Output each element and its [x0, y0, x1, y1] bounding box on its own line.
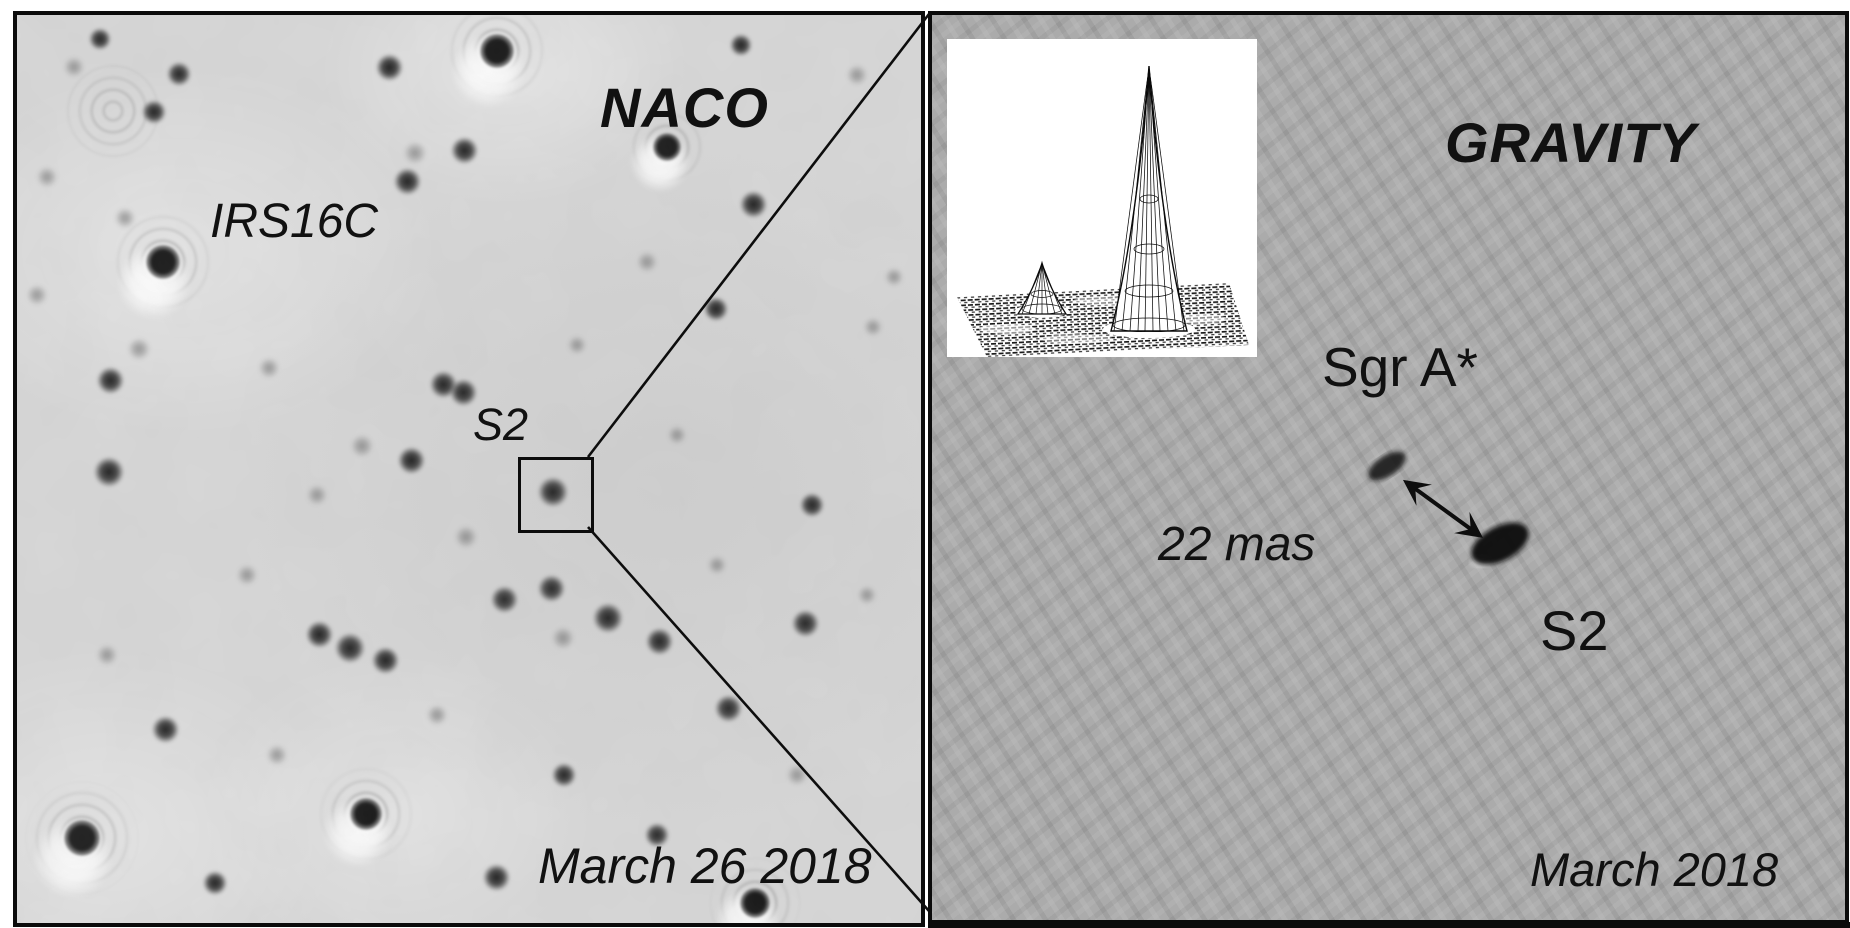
- bright-star: [145, 244, 181, 280]
- star: [645, 627, 673, 655]
- faint-star: [847, 65, 867, 85]
- star: [551, 762, 577, 788]
- faint-star: [858, 586, 876, 604]
- star: [375, 53, 403, 81]
- star-halo: [324, 798, 392, 866]
- s2-zoom-box: [518, 457, 594, 533]
- bright-star: [479, 33, 515, 69]
- faint-star: [350, 434, 374, 458]
- naco-date-label: March 26 2018: [538, 838, 872, 894]
- star: [714, 694, 742, 722]
- faint-star: [115, 208, 135, 228]
- faint-star: [127, 337, 151, 361]
- diffraction-rings: [24, 780, 140, 896]
- diffraction-rings: [443, 15, 551, 105]
- star: [94, 457, 124, 487]
- star: [166, 61, 192, 87]
- naco-image-panel: NACO IRS16C S2 March 26 2018: [13, 11, 925, 927]
- faint-star: [64, 57, 84, 77]
- bright-star: [349, 797, 383, 831]
- star: [305, 620, 333, 648]
- star-halo: [34, 820, 111, 898]
- star: [730, 34, 752, 56]
- separation-arrow: [1402, 479, 1483, 538]
- star: [89, 28, 111, 50]
- star: [537, 574, 565, 602]
- star: [490, 585, 518, 613]
- psf-small-peak: [1016, 260, 1068, 315]
- gravity-date-label: March 2018: [1530, 843, 1779, 896]
- faint-star: [708, 556, 726, 574]
- star: [96, 366, 124, 394]
- s2-source-glint: [1470, 554, 1493, 567]
- star-halo: [716, 888, 779, 923]
- faint-star: [637, 252, 657, 272]
- faint-star: [237, 565, 257, 585]
- s2-star-label-left: S2: [473, 399, 529, 450]
- faint-star: [97, 645, 117, 665]
- star: [141, 99, 167, 125]
- naco-starfield: [17, 15, 921, 923]
- sgr-a-source-blob: [1368, 451, 1406, 481]
- faint-star: [27, 285, 47, 305]
- s2-star-label-right: S2: [1540, 599, 1609, 662]
- star: [202, 870, 228, 896]
- gravity-instrument-label: GRAVITY: [1445, 111, 1697, 174]
- diffraction-rings: [59, 57, 167, 165]
- gravity-image-panel: GRAVITY Sgr A* 22 mas S2 March 2018: [928, 11, 1849, 924]
- naco-instrument-label: NACO: [600, 76, 769, 139]
- star: [791, 609, 819, 637]
- star: [482, 863, 510, 891]
- faint-star: [787, 765, 807, 785]
- faint-star: [427, 705, 447, 725]
- star: [393, 167, 421, 195]
- faint-star: [403, 141, 427, 165]
- faint-star: [668, 426, 686, 444]
- star: [703, 296, 729, 322]
- star: [799, 492, 825, 518]
- diffraction-rings: [109, 208, 217, 316]
- faint-star: [551, 626, 575, 650]
- faint-star: [864, 318, 882, 336]
- faint-star: [885, 268, 903, 286]
- bright-star: [63, 819, 101, 857]
- faint-star: [568, 336, 586, 354]
- diffraction-rings: [315, 763, 417, 865]
- s2-source-blob: [1471, 522, 1529, 565]
- star-halo: [118, 245, 190, 318]
- star: [450, 136, 478, 164]
- star: [151, 715, 179, 743]
- star: [371, 646, 399, 674]
- faint-star: [259, 358, 279, 378]
- star: [739, 190, 767, 218]
- psf-3d-surface-inset: [947, 39, 1257, 357]
- star-halo: [631, 133, 689, 192]
- star: [593, 603, 623, 633]
- star: [429, 370, 457, 398]
- star-halo: [452, 34, 524, 107]
- irs16c-star-label: IRS16C: [210, 195, 379, 248]
- star: [335, 633, 365, 663]
- faint-star: [454, 525, 478, 549]
- star: [397, 446, 425, 474]
- faint-star: [307, 485, 327, 505]
- lower-panel-top-edge: [928, 922, 1850, 928]
- psf-tall-peak: [1110, 65, 1188, 332]
- faint-star: [267, 745, 287, 765]
- sgr-a-label: Sgr A*: [1322, 336, 1478, 398]
- faint-star: [37, 167, 57, 187]
- separation-label: 22 mas: [1158, 518, 1316, 571]
